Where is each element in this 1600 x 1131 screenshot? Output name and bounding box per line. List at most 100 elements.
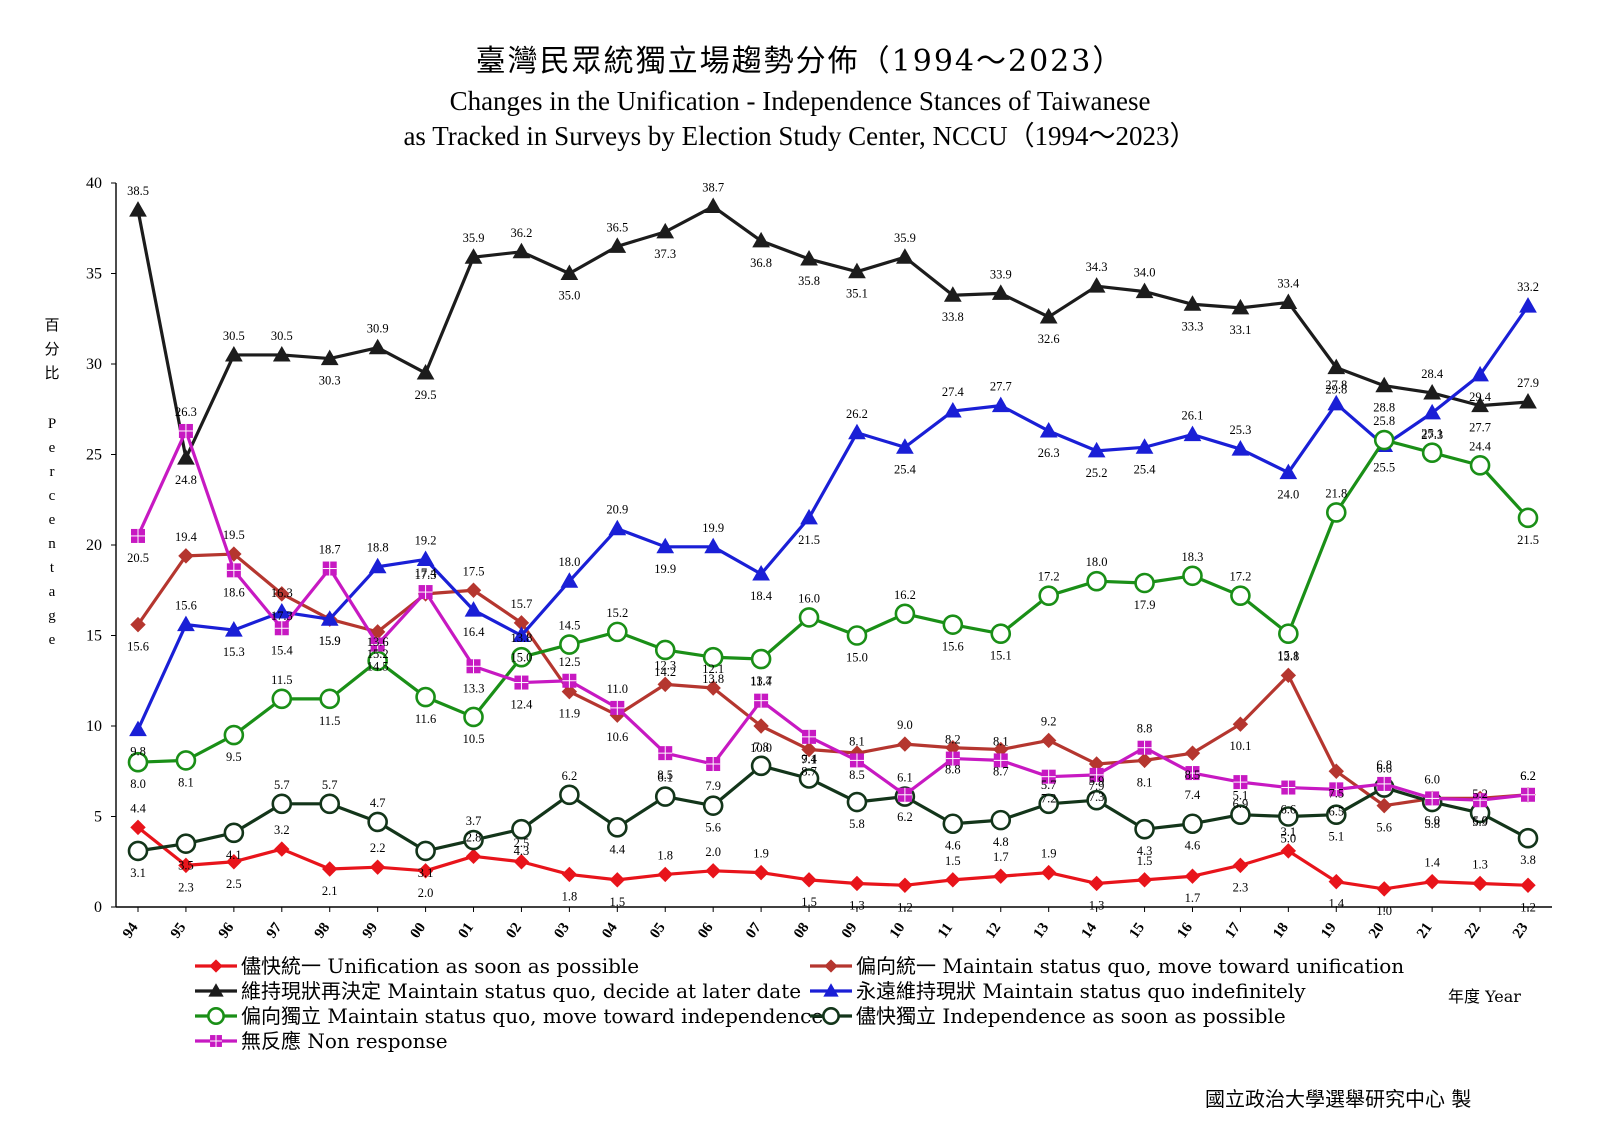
- data-label: 11.6: [415, 712, 436, 726]
- data-label: 35.9: [463, 231, 485, 245]
- data-point: [562, 673, 577, 688]
- data-label: 15.7: [511, 597, 533, 611]
- data-point: [1182, 565, 1203, 587]
- legend-marker: [823, 983, 839, 997]
- data-point: [511, 646, 532, 668]
- data-point: [1375, 376, 1394, 393]
- data-point: [370, 637, 385, 652]
- data-label: 25.5: [1373, 460, 1395, 474]
- data-point: [897, 736, 913, 752]
- data-point: [654, 639, 676, 661]
- data-point: [1039, 421, 1058, 438]
- x-tick-label: 10: [887, 920, 909, 941]
- data-label: 15.6: [127, 640, 149, 654]
- data-point: [1134, 572, 1155, 594]
- data-point: [464, 248, 483, 264]
- data-label: 5.8: [849, 817, 865, 831]
- data-label: 6.2: [562, 769, 578, 783]
- data-label: 26.3: [175, 405, 197, 419]
- data-point: [127, 751, 149, 773]
- data-point: [131, 528, 145, 543]
- data-label: 18.0: [558, 555, 580, 569]
- data-point: [705, 680, 721, 696]
- data-label: 27.4: [942, 385, 965, 399]
- data-point: [608, 519, 627, 536]
- data-point: [945, 751, 960, 766]
- series-line-0: [137, 826, 1529, 891]
- data-label: 5.9: [1089, 774, 1105, 788]
- data-label: 6.0: [1472, 813, 1488, 827]
- data-label: 19.5: [223, 528, 245, 542]
- legend-label: 偏向統一 Maintain status quo, move toward un…: [856, 954, 1404, 978]
- chart-title-en-line1: Changes in the Unification - Independenc…: [449, 86, 1151, 116]
- data-point: [129, 201, 147, 217]
- data-point: [1041, 769, 1056, 784]
- data-point: [1136, 752, 1153, 769]
- data-label: 7.9: [1089, 779, 1105, 793]
- data-point: [658, 746, 673, 761]
- data-label: 14.2: [654, 665, 676, 679]
- data-label: 1.5: [945, 854, 961, 868]
- series-line-2: [136, 204, 1529, 460]
- data-label: 30.3: [319, 374, 341, 388]
- y-label-char: c: [49, 488, 56, 504]
- data-label: 16.2: [894, 588, 916, 602]
- data-point: [466, 659, 481, 674]
- legend-marker: [209, 959, 223, 973]
- data-point: [465, 848, 482, 865]
- data-point: [274, 841, 290, 857]
- data-label: 33.9: [990, 267, 1012, 281]
- data-label: 8.5: [657, 768, 673, 782]
- data-label: 6.9: [1233, 797, 1249, 811]
- data-label: 5.8: [1424, 817, 1440, 831]
- data-point: [1231, 440, 1250, 456]
- data-label: 3.2: [274, 823, 290, 837]
- data-point: [657, 676, 673, 693]
- data-label: 5.9: [1472, 815, 1488, 829]
- data-label: 8.1: [993, 734, 1009, 748]
- chart-title-zh: 臺灣民眾統獨立場趨勢分佈（1994～2023）: [475, 44, 1125, 79]
- data-label: 33.1: [1229, 323, 1251, 337]
- data-point: [993, 868, 1009, 884]
- data-label: 7.3: [1089, 790, 1105, 804]
- data-point: [175, 750, 197, 771]
- data-point: [130, 616, 146, 633]
- data-label: 6.5: [1328, 804, 1344, 818]
- data-label: 8.1: [178, 775, 194, 789]
- data-point: [367, 650, 388, 672]
- data-point: [1040, 864, 1057, 881]
- data-point: [1376, 881, 1392, 897]
- data-label: 8.8: [945, 763, 961, 777]
- data-point: [561, 683, 578, 700]
- x-tick-label: 01: [455, 920, 477, 941]
- legend-marker: [824, 959, 838, 973]
- legend-label: 偏向獨立 Maintain status quo, move toward in…: [241, 1004, 823, 1028]
- data-point: [1233, 775, 1248, 790]
- data-label: 3.1: [418, 866, 434, 880]
- data-point: [1328, 873, 1344, 890]
- data-point: [1280, 667, 1297, 684]
- data-label: 18.4: [750, 589, 773, 603]
- data-label: 16.4: [463, 625, 486, 639]
- data-label: 12.1: [702, 662, 724, 676]
- data-point: [702, 646, 724, 668]
- data-point: [1421, 442, 1443, 463]
- data-point: [368, 557, 387, 574]
- data-label: 14.5: [558, 619, 580, 633]
- data-label: 4.8: [993, 835, 1009, 849]
- data-point: [1376, 797, 1392, 814]
- x-tick-label: 20: [1366, 920, 1388, 941]
- x-axis-label: 年度 Year: [1448, 987, 1521, 1006]
- y-tick-label: 25: [86, 447, 102, 464]
- data-label: 38.7: [702, 181, 724, 195]
- data-point: [1520, 877, 1536, 893]
- chart-title-en-line2: as Tracked in Surveys by Election Study …: [403, 121, 1197, 151]
- data-point: [656, 537, 675, 554]
- series-6: [131, 423, 1535, 808]
- data-label: 8.1: [1137, 775, 1153, 789]
- data-label: 27.9: [1517, 376, 1539, 390]
- data-label: 25.3: [1229, 423, 1251, 437]
- series-5: [127, 755, 1539, 862]
